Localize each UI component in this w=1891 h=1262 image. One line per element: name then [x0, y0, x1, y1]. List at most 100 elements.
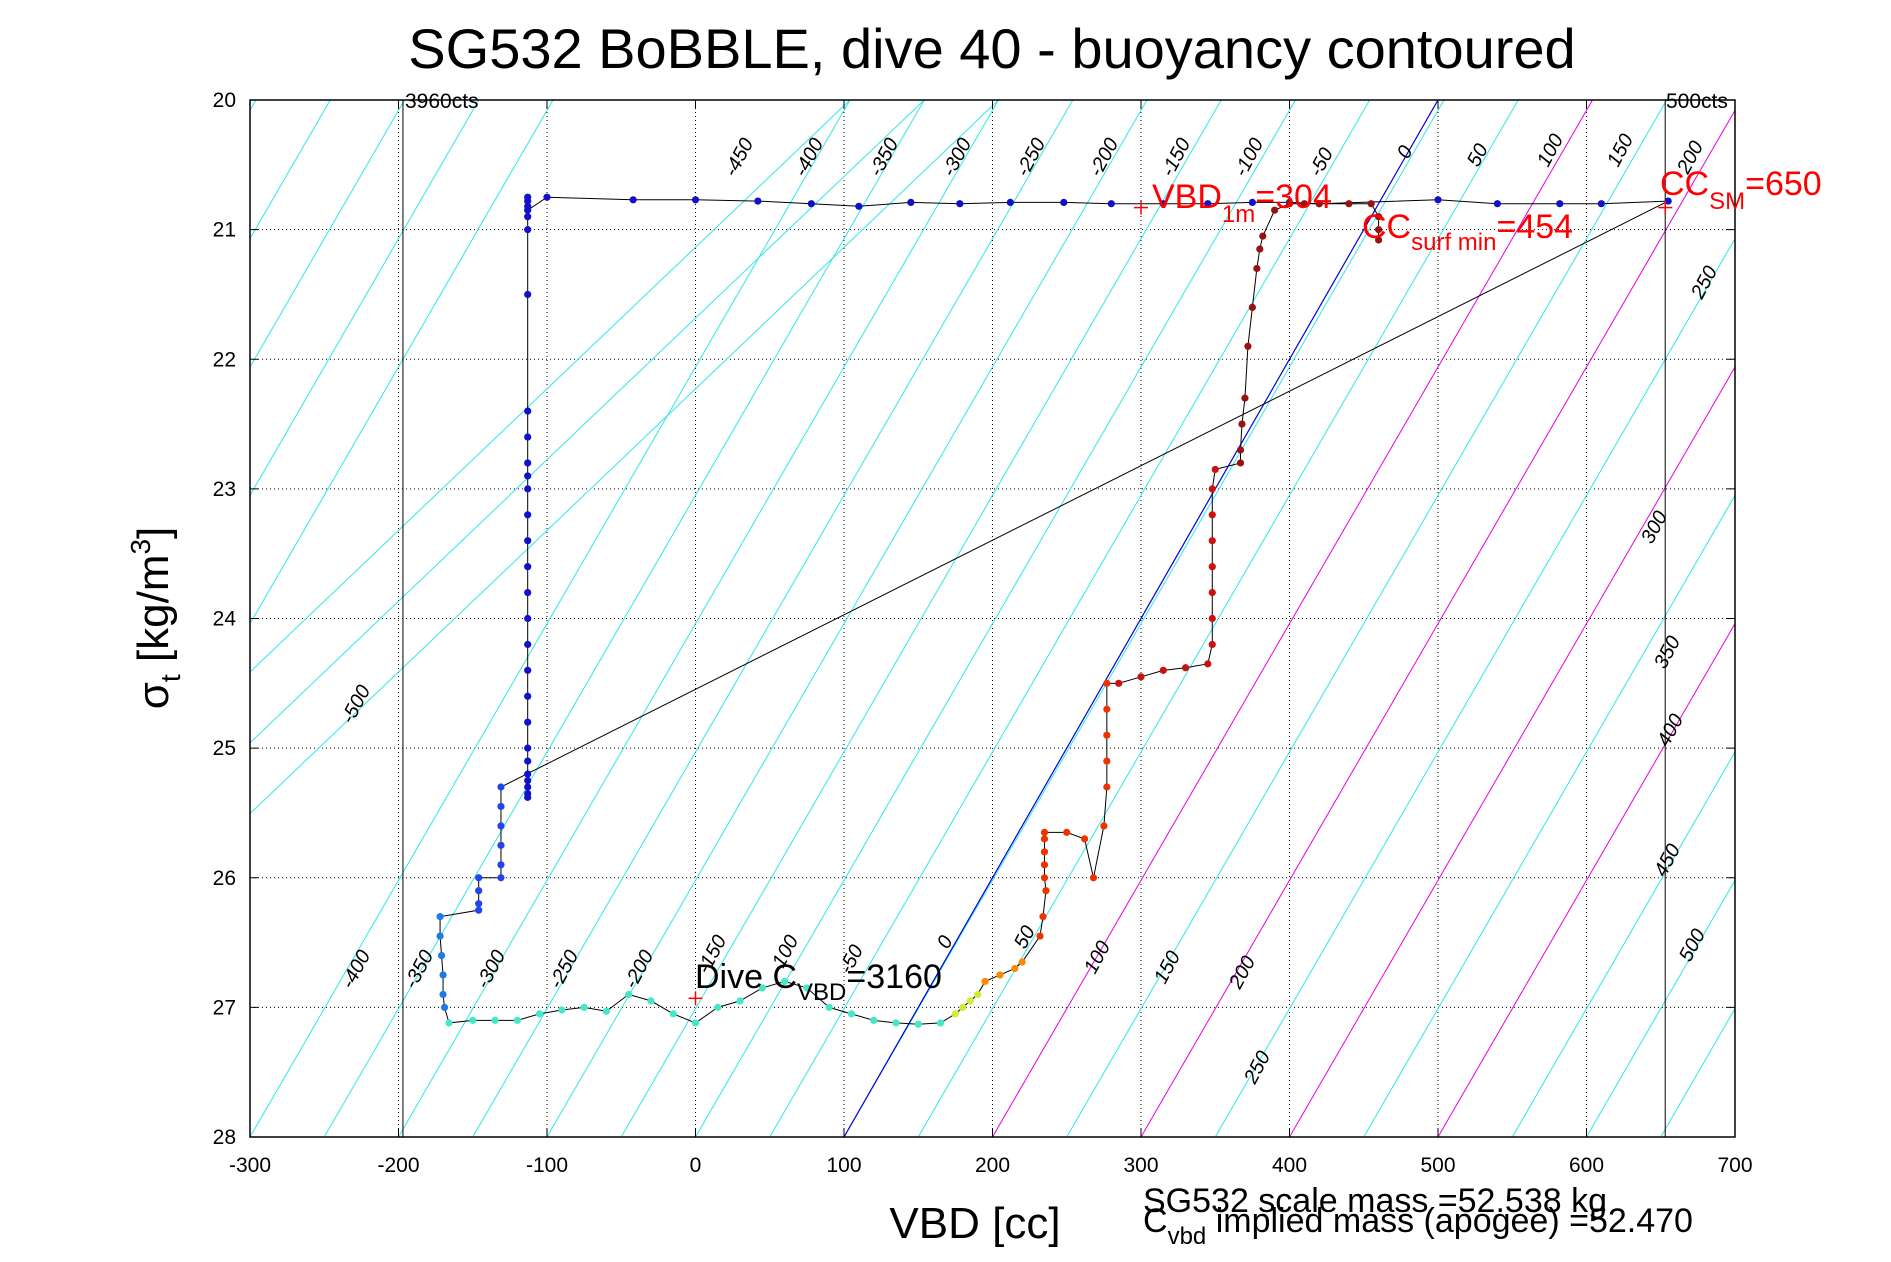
data-point — [524, 407, 532, 415]
data-point — [1100, 822, 1108, 830]
x-tick-label: 100 — [826, 1154, 861, 1177]
contour-label: 100 — [1533, 131, 1568, 171]
data-point — [907, 198, 915, 207]
data-point — [475, 887, 483, 895]
data-point — [936, 1019, 945, 1027]
data-point — [1238, 420, 1246, 428]
data-point — [1208, 614, 1216, 623]
data-point — [825, 1003, 833, 1011]
data-point — [497, 861, 505, 869]
data-point — [524, 485, 532, 493]
x-tick-label: -200 — [377, 1154, 419, 1177]
data-point — [974, 990, 982, 999]
data-point — [475, 906, 483, 914]
data-point — [1040, 848, 1049, 856]
x-tick-label: 0 — [690, 1154, 702, 1177]
svg-text:σt [kg/m3]: σt [kg/m3] — [125, 527, 186, 710]
data-point — [524, 783, 532, 791]
contour-label: -50 — [1305, 144, 1338, 180]
contour-line-alt — [992, 100, 1593, 1137]
data-point — [524, 563, 532, 571]
data-point — [1115, 679, 1123, 687]
data-point — [1556, 200, 1564, 208]
contour-label: 50 — [1463, 140, 1493, 170]
data-point — [1040, 861, 1049, 869]
data-point — [524, 472, 532, 480]
data-point — [625, 990, 633, 999]
footer-implied-mass: Cvbd implied mass (apogee) =52.470 — [1143, 1202, 1693, 1250]
contour-label: 150 — [1603, 131, 1638, 171]
data-point — [524, 793, 532, 801]
data-point — [1039, 913, 1047, 921]
count-label-left: 3960cts — [405, 90, 479, 113]
data-point — [1042, 887, 1050, 895]
contour-line-alt — [1289, 366, 1735, 1137]
data-point — [1018, 958, 1026, 966]
contour-line — [1586, 879, 1735, 1137]
data-point — [966, 997, 974, 1005]
data-point — [535, 1010, 544, 1018]
y-tick-label: 25 — [213, 737, 236, 760]
data-point — [892, 1019, 900, 1027]
data-point — [524, 226, 532, 234]
x-tick-label: 300 — [1123, 1154, 1158, 1177]
contour-line — [695, 100, 1296, 1137]
data-point — [1345, 200, 1353, 208]
data-point — [1597, 200, 1605, 208]
contour-line — [1363, 494, 1735, 1137]
data-point — [959, 1003, 967, 1011]
contour-label: -400 — [337, 947, 375, 993]
data-point — [1375, 213, 1383, 221]
data-point — [1040, 874, 1049, 882]
vbd-1m-annotation: VBD1m=304 — [1152, 178, 1332, 228]
data-point — [1208, 563, 1216, 571]
data-point — [602, 1007, 611, 1015]
data-point — [996, 971, 1004, 979]
x-ticks: -300 -200 -100 0 100 200 300 400 500 600 700 — [229, 100, 1753, 1177]
data-point — [736, 997, 744, 1005]
data-point — [847, 1010, 856, 1018]
y-label-unit: [kg/m — [129, 555, 178, 675]
data-point — [436, 932, 444, 940]
data-point — [513, 1016, 521, 1024]
contour-line — [323, 100, 925, 1137]
x-tick-label: 200 — [975, 1154, 1010, 1177]
contour-line — [843, 100, 1445, 1137]
contour-label: 50 — [1010, 922, 1040, 952]
data-point — [497, 783, 505, 791]
data-point — [1159, 666, 1167, 674]
data-point — [1493, 200, 1501, 208]
data-point — [1040, 835, 1049, 843]
data-point — [981, 977, 989, 986]
trajectory-path — [439, 196, 1669, 1025]
data-point — [1063, 828, 1071, 836]
x-tick-label: 600 — [1569, 1154, 1604, 1177]
contour-label: 350 — [1650, 633, 1685, 673]
contour-label: 100 — [1080, 938, 1115, 978]
data-point — [524, 666, 532, 674]
y-tick-label: 28 — [213, 1126, 236, 1149]
data-point — [956, 200, 964, 208]
data-point — [855, 202, 863, 210]
contour-line-alt — [1140, 109, 1735, 1137]
data-point — [914, 1020, 922, 1028]
contour-label: -450 — [720, 135, 758, 181]
x-tick-label: -300 — [229, 1154, 271, 1177]
data-point — [1208, 485, 1216, 493]
y-tick-label: 20 — [213, 89, 236, 112]
data-point — [469, 1016, 477, 1024]
contour-label: -500 — [337, 682, 375, 728]
data-point — [497, 802, 505, 811]
data-point — [1208, 537, 1216, 545]
data-point — [1103, 679, 1111, 687]
contour-label: 250 — [1240, 1048, 1276, 1089]
data-point — [1103, 731, 1111, 739]
contour-line — [769, 100, 1371, 1137]
data-point — [1244, 342, 1252, 350]
contour-label: 150 — [1150, 948, 1185, 988]
count-label-right: 500cts — [1666, 90, 1728, 113]
y-axis-label: σt [kg/m3] — [125, 527, 186, 710]
contour-label: -200 — [1085, 135, 1123, 181]
data-point — [1181, 664, 1190, 672]
data-point — [951, 1010, 959, 1018]
